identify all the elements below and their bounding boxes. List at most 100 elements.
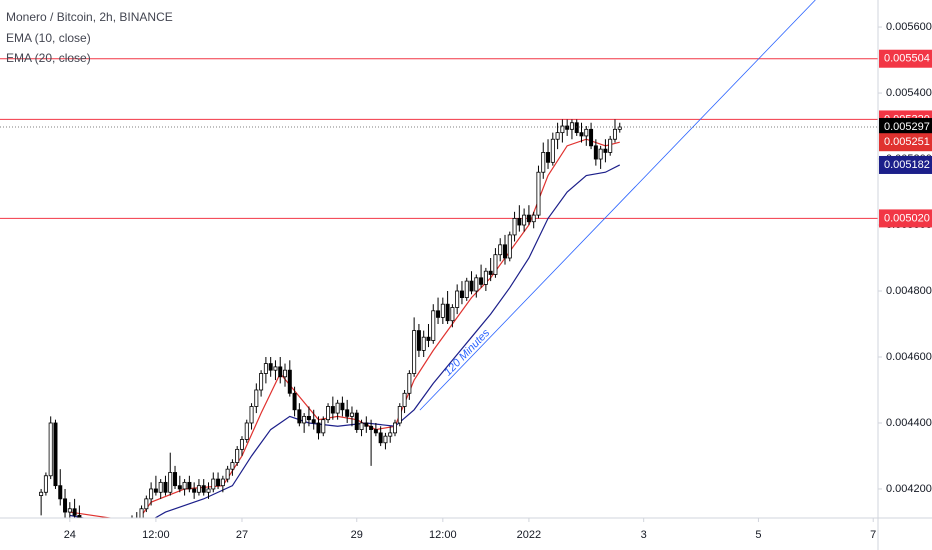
candle-body bbox=[440, 303, 445, 318]
candle-body bbox=[263, 363, 268, 374]
candle-body bbox=[479, 277, 484, 285]
candle-body bbox=[488, 270, 493, 275]
candle-body bbox=[383, 435, 388, 444]
candle-body bbox=[311, 419, 316, 424]
candle-body bbox=[589, 128, 594, 147]
candle-body bbox=[560, 125, 565, 134]
candle-body bbox=[455, 290, 460, 308]
candle-body bbox=[182, 481, 187, 490]
candle-body bbox=[608, 138, 613, 153]
candle-body bbox=[292, 392, 297, 411]
candle-body bbox=[63, 498, 68, 513]
candle-body bbox=[249, 406, 254, 424]
candle-body bbox=[612, 128, 617, 140]
candle-body bbox=[574, 122, 579, 134]
y-tick-label: 0.004800 bbox=[886, 285, 932, 297]
candle-body bbox=[407, 373, 412, 394]
candle-body bbox=[474, 277, 479, 292]
candle-body bbox=[493, 254, 498, 275]
candle-body bbox=[507, 234, 512, 259]
candle-body bbox=[235, 448, 240, 463]
last-price-label-box bbox=[879, 118, 932, 137]
candle-body bbox=[522, 214, 527, 226]
candle-body bbox=[550, 138, 555, 163]
candle-body bbox=[201, 485, 206, 493]
candle-body bbox=[53, 422, 58, 487]
candle-body bbox=[402, 392, 407, 407]
x-tick-label: 27 bbox=[236, 529, 248, 541]
candle-body bbox=[569, 122, 574, 130]
candle-body bbox=[302, 415, 307, 424]
candle-body bbox=[192, 488, 197, 493]
candle-body bbox=[287, 369, 292, 394]
candle-body bbox=[297, 409, 302, 424]
candle-body bbox=[598, 148, 603, 160]
candle-body bbox=[225, 468, 230, 480]
candle-body bbox=[483, 270, 488, 285]
candle-body bbox=[158, 481, 163, 493]
candle-body bbox=[498, 244, 503, 256]
candle-body bbox=[459, 290, 464, 299]
y-tick-label: 0.004200 bbox=[886, 483, 932, 495]
candle-body bbox=[139, 508, 144, 518]
x-tick-label: 2022 bbox=[517, 529, 541, 541]
candle-body bbox=[187, 481, 192, 490]
x-tick-label: 24 bbox=[64, 529, 76, 541]
candle-body bbox=[144, 498, 149, 510]
candle-body bbox=[426, 336, 431, 341]
candle-body bbox=[469, 280, 474, 292]
ema-price-label-box bbox=[879, 133, 932, 152]
candle-body bbox=[526, 214, 531, 223]
candle-body bbox=[364, 422, 369, 427]
candle-body bbox=[48, 422, 53, 477]
x-tick-label: 12:00 bbox=[142, 529, 170, 541]
candle-body bbox=[373, 429, 378, 434]
candle-body bbox=[354, 412, 359, 430]
candle-body bbox=[416, 330, 421, 351]
candle-body bbox=[340, 402, 345, 411]
x-tick-label: 29 bbox=[351, 529, 363, 541]
candle-body bbox=[393, 422, 398, 434]
candle-body bbox=[77, 514, 82, 518]
candle-body bbox=[239, 439, 244, 450]
candle-body bbox=[541, 152, 546, 173]
ema-price-label: 0.005182 bbox=[884, 159, 930, 171]
candle-body bbox=[67, 508, 72, 513]
candle-body bbox=[278, 366, 283, 378]
y-tick-label: 0.005400 bbox=[886, 87, 932, 99]
candle-body bbox=[211, 478, 216, 490]
candle-body bbox=[177, 485, 182, 490]
candle-body bbox=[450, 307, 455, 322]
candle-body bbox=[220, 478, 225, 487]
candle-body bbox=[230, 462, 235, 470]
candle-body bbox=[335, 402, 340, 414]
candle-body bbox=[502, 244, 507, 259]
hline-price-label-box bbox=[879, 209, 932, 228]
candle-body bbox=[58, 485, 63, 500]
candle-body bbox=[345, 409, 350, 417]
candle-body bbox=[517, 218, 522, 226]
legend-ema20: EMA (20, close) bbox=[6, 51, 91, 65]
x-tick-label: 12:00 bbox=[429, 529, 457, 541]
candle-body bbox=[168, 472, 173, 493]
ema-line bbox=[69, 138, 620, 518]
candle-body bbox=[163, 481, 168, 493]
candle-body bbox=[464, 280, 469, 299]
y-tick-label: 0.004400 bbox=[886, 417, 932, 429]
ema-line bbox=[69, 164, 621, 518]
candle-body bbox=[431, 310, 436, 341]
candle-body bbox=[39, 491, 44, 496]
candle-body bbox=[565, 125, 570, 130]
candle-body bbox=[369, 425, 374, 430]
y-tick-label: 0.005600 bbox=[886, 21, 932, 33]
candle-body bbox=[349, 412, 354, 417]
candle-body bbox=[584, 128, 589, 137]
candle-body bbox=[259, 373, 264, 391]
candle-body bbox=[273, 366, 278, 371]
candle-body bbox=[316, 422, 321, 434]
candle-body bbox=[330, 406, 335, 414]
candle-body bbox=[216, 478, 221, 487]
candle-body bbox=[412, 330, 417, 374]
